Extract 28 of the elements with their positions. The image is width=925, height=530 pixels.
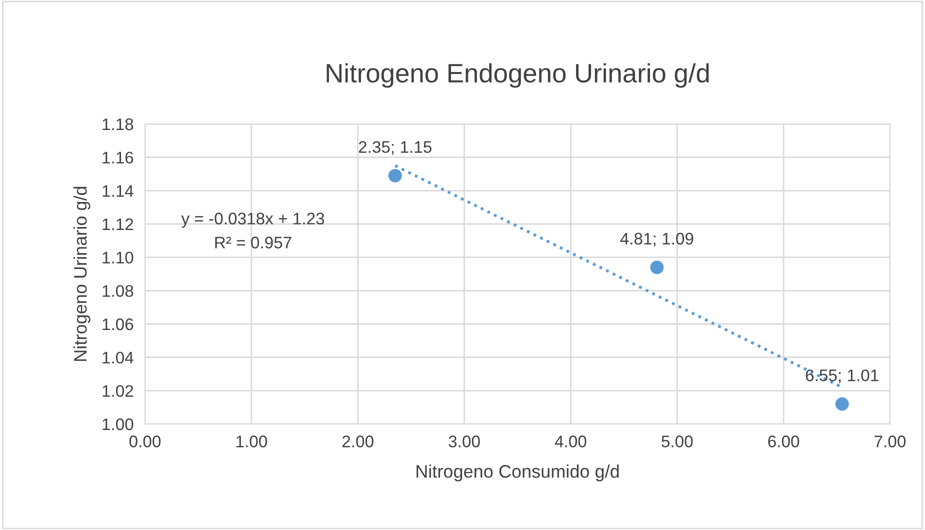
x-tick-label: 7.00 <box>874 436 906 448</box>
y-tick-label: 1.10 <box>102 252 134 264</box>
y-tick-label: 1.08 <box>102 285 134 297</box>
point <box>834 396 850 412</box>
x-tick-label: 3.00 <box>448 436 480 448</box>
x-tick-label: 1.00 <box>236 436 267 448</box>
y-tick-label: 1.06 <box>102 318 134 330</box>
point <box>649 259 665 276</box>
point <box>387 168 403 184</box>
annotation: y = -0.0318x + 1.23 <box>181 212 324 228</box>
x-tick-label: 0.00 <box>129 436 161 448</box>
y-tick-label: 1.18 <box>102 118 134 130</box>
x-axis-title: Nitrogeno Consumido g/d <box>416 464 619 482</box>
x-tick-label: 4.00 <box>554 436 586 448</box>
x-tick-label: 6.00 <box>768 436 800 448</box>
y-tick-label: 1.02 <box>102 385 134 397</box>
chart-title: Nitrogeno Endogeno Urinario g/d <box>326 63 709 88</box>
data-label: 4.81; 1.09 <box>620 232 694 247</box>
x-tick-label: 2.00 <box>342 436 374 448</box>
y-tick-label: 1.04 <box>102 352 134 364</box>
y-tick-label: 1.12 <box>102 218 134 230</box>
y-tick-label: 1.14 <box>102 185 134 197</box>
y-axis-title: Nitrogeno Urinario g/d <box>74 186 90 361</box>
y-tick-label: 1.16 <box>102 152 134 164</box>
y-tick-label: 1.00 <box>102 418 134 430</box>
x-tick-label: 5.00 <box>662 436 693 448</box>
annotation: R² = 0.957 <box>215 236 292 248</box>
data-label: 2.35; 1.15 <box>358 141 432 155</box>
